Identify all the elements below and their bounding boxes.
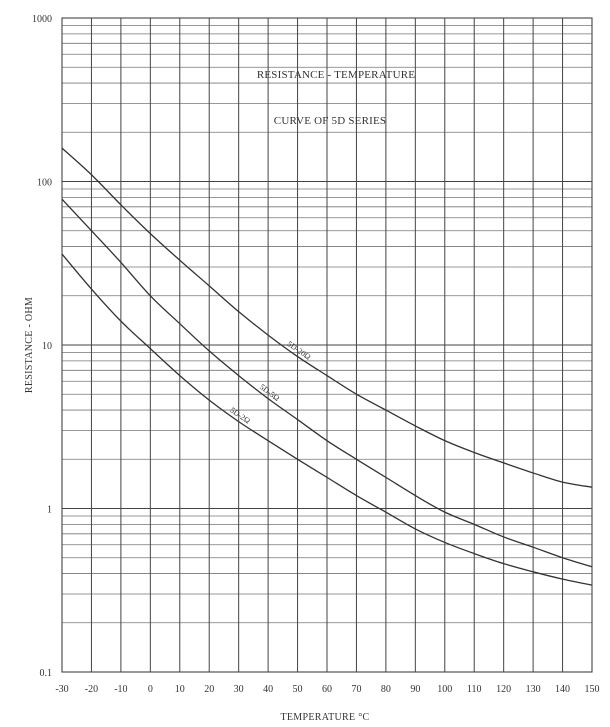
x-tick-label: -20 [85, 684, 98, 695]
x-tick-label: 60 [322, 684, 332, 695]
x-tick-label: 130 [526, 684, 541, 695]
x-tick-label: 0 [148, 684, 153, 695]
series-line [61, 147, 593, 488]
series-line [61, 198, 593, 568]
y-axis-ticks: 0.1 1 10 100 1000 [32, 14, 52, 679]
x-tick-label: 100 [437, 684, 452, 695]
chart-subtitle: CURVE OF 5D SERIES [274, 115, 386, 127]
y-tick-label: 0.1 [40, 668, 53, 679]
x-tick-label: 50 [293, 684, 303, 695]
plot-frame [61, 17, 593, 673]
x-tick-label: -10 [114, 684, 127, 695]
plot-curves [61, 147, 593, 586]
x-tick-label: 10 [175, 684, 185, 695]
x-tick-label: 40 [263, 684, 273, 695]
series-line [61, 253, 593, 586]
x-tick-label: 20 [204, 684, 214, 695]
x-axis-label: TEMPERATURE °C [280, 712, 369, 723]
x-tick-label: 150 [585, 684, 600, 695]
x-tick-label: 90 [410, 684, 420, 695]
y-tick-label: 1 [47, 505, 52, 516]
x-axis-ticks: -30 -20 -10 0 10 20 30 40 50 60 70 80 90 100 110 120 130… [55, 684, 599, 695]
x-tick-label: 140 [555, 684, 570, 695]
plot-grid [61, 17, 593, 673]
y-tick-label: 1000 [32, 14, 52, 25]
x-tick-label: 120 [496, 684, 511, 695]
x-tick-label: 80 [381, 684, 391, 695]
y-tick-label: 10 [42, 341, 52, 352]
x-tick-label: 30 [234, 684, 244, 695]
x-tick-label: 70 [351, 684, 361, 695]
x-tick-label: -30 [55, 684, 68, 695]
y-axis-label: RESISTANCE - OHM [24, 297, 35, 393]
x-tick-label: 110 [467, 684, 482, 695]
y-tick-label: 100 [37, 178, 52, 189]
chart-title: RESISTANCE - TEMPERATURE [257, 69, 415, 81]
